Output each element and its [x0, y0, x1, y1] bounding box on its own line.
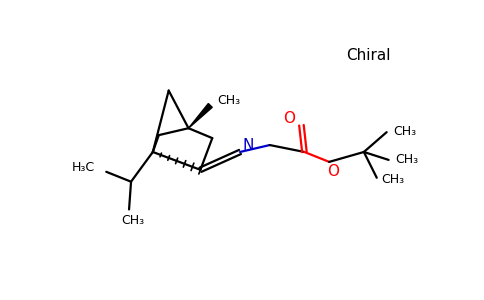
Text: CH₃: CH₃ — [121, 214, 145, 227]
Text: O: O — [327, 164, 339, 179]
Text: Chiral: Chiral — [347, 48, 391, 63]
Text: CH₃: CH₃ — [395, 153, 418, 167]
Text: CH₃: CH₃ — [217, 94, 241, 107]
Text: CH₃: CH₃ — [381, 173, 404, 186]
Text: H₃C: H₃C — [71, 161, 94, 174]
Polygon shape — [188, 103, 212, 128]
Text: N: N — [242, 137, 254, 152]
Text: CH₃: CH₃ — [393, 125, 416, 138]
Text: O: O — [284, 111, 296, 126]
